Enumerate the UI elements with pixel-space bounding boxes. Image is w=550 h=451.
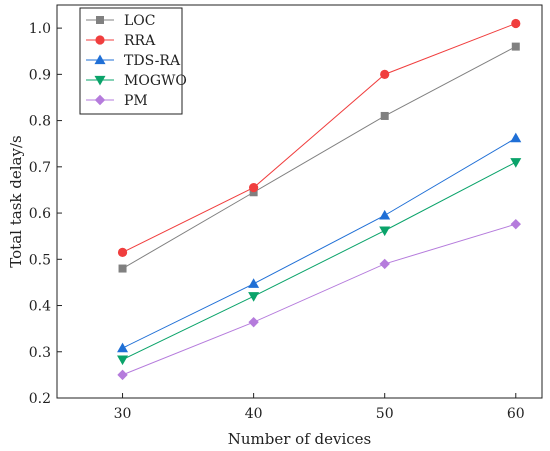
data-point-tds-ra <box>117 342 129 353</box>
y-tick-label: 0.2 <box>29 391 51 407</box>
legend-label-tds-ra: TDS-RA <box>124 53 181 69</box>
data-point-tds-ra <box>379 209 391 220</box>
x-axis: 30 40 50 60 <box>114 393 525 422</box>
y-tick-label: 1.0 <box>29 21 51 37</box>
legend: LOC RRA TDS-RA MOGWO PM <box>79 7 187 115</box>
data-point-rra <box>511 18 521 29</box>
series-line-tds-ra <box>122 137 517 349</box>
data-point-mogwo <box>379 226 391 237</box>
legend-label-mogwo: MOGWO <box>124 73 187 89</box>
data-point-tds-ra <box>510 132 522 143</box>
y-tick-label: 0.7 <box>29 160 51 176</box>
legend-marker-loc <box>96 16 104 24</box>
data-point-pm <box>248 316 259 328</box>
legend-marker-pm <box>94 94 106 106</box>
series-layer <box>117 18 522 381</box>
y-axis: 0.2 0.3 0.4 0.5 0.6 0.7 0.8 0.9 1.0 <box>29 21 62 407</box>
legend-marker-tds-ra <box>94 54 106 65</box>
y-tick-label: 0.6 <box>29 206 51 222</box>
data-point-mogwo <box>117 355 129 366</box>
y-tick-label: 0.4 <box>29 299 51 315</box>
data-point-loc <box>511 42 520 51</box>
legend-item-pm: PM <box>86 93 148 109</box>
legend-item-rra: RRA <box>86 33 156 49</box>
x-tick-label: 40 <box>245 406 263 422</box>
series-line-loc <box>122 46 517 269</box>
data-point-pm <box>379 258 390 270</box>
legend-marker-mogwo <box>94 75 106 86</box>
series-pm <box>117 218 521 381</box>
x-tick-label: 50 <box>376 406 394 422</box>
data-point-loc <box>380 111 389 120</box>
data-point-loc <box>118 264 127 273</box>
series-loc <box>118 42 520 273</box>
y-tick-label: 0.3 <box>29 345 51 361</box>
data-point-mogwo <box>248 292 260 302</box>
legend-item-tds-ra: TDS-RA <box>86 53 181 69</box>
series-rra <box>117 18 521 257</box>
series-line-mogwo <box>122 161 517 361</box>
y-tick-label: 0.5 <box>29 252 51 268</box>
data-point-pm <box>117 369 128 381</box>
data-point-rra <box>380 69 390 79</box>
data-point-tds-ra <box>248 278 260 288</box>
legend-item-loc: LOC <box>86 13 156 29</box>
series-line-rra <box>122 23 516 253</box>
data-point-loc <box>249 188 258 197</box>
legend-marker-rra <box>95 35 105 45</box>
legend-label-rra: RRA <box>124 33 156 49</box>
legend-label-loc: LOC <box>124 13 156 29</box>
y-tick-label: 0.8 <box>29 114 51 130</box>
series-line-pm <box>122 223 516 376</box>
series-mogwo <box>117 158 522 366</box>
x-tick-label: 30 <box>114 406 132 422</box>
series-tds-ra <box>117 132 522 353</box>
legend-label-pm: PM <box>124 93 148 109</box>
data-point-rra <box>249 183 259 193</box>
plot-frame <box>56 4 543 399</box>
y-tick-label: 0.9 <box>29 67 51 83</box>
data-point-pm <box>510 218 521 230</box>
y-axis-title: Total task delay/s <box>7 135 25 267</box>
x-axis-title: Number of devices <box>228 430 372 448</box>
data-point-rra <box>117 247 128 257</box>
data-point-mogwo <box>510 158 522 168</box>
x-tick-label: 60 <box>507 406 525 422</box>
legend-item-mogwo: MOGWO <box>86 73 187 89</box>
